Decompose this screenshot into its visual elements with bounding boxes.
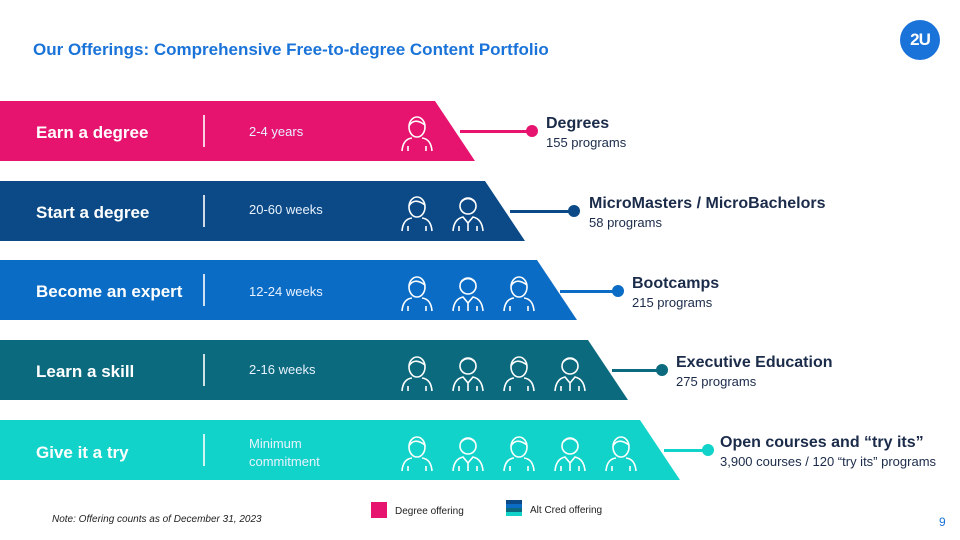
person-female-icon (401, 276, 433, 312)
band-duration: 12-24 weeks (249, 284, 323, 299)
band-label: Earn a degree (36, 123, 149, 142)
band-duration: 2-4 years (249, 124, 304, 139)
band-divider (203, 354, 205, 386)
person-male-icon (452, 277, 484, 312)
offering-count-bootcamps: 215 programs (632, 295, 713, 310)
person-male-icon (452, 437, 484, 472)
page-number: 9 (939, 515, 946, 529)
band-duration: 20-60 weeks (249, 202, 323, 217)
connector-dot (702, 444, 714, 456)
band-label: Become an expert (36, 282, 183, 301)
offering-title-degrees: Degrees (546, 115, 610, 132)
person-male-icon (554, 437, 586, 472)
offering-title-open-courses: Open courses and “try its” (720, 434, 924, 451)
band-label: Give it a try (36, 443, 129, 462)
person-female-icon (503, 356, 535, 392)
page-title: Our Offerings: Comprehensive Free-to-deg… (33, 40, 549, 59)
person-male-icon (452, 197, 484, 232)
band-label: Learn a skill (36, 362, 135, 381)
offering-title-executive-education: Executive Education (676, 354, 833, 371)
band-label: Start a degree (36, 203, 150, 222)
offering-count-micromasters: 58 programs (589, 215, 662, 230)
band-divider (203, 274, 205, 306)
person-male-icon (554, 357, 586, 392)
person-female-icon (503, 436, 535, 472)
person-female-icon (401, 196, 433, 232)
connector-line (560, 290, 622, 293)
offering-title-micromasters: MicroMasters / MicroBachelors (589, 195, 826, 212)
person-female-icon (605, 436, 637, 472)
connector-line (460, 130, 532, 133)
band-duration: Minimum commitment (249, 436, 320, 469)
person-male-icon (452, 357, 484, 392)
legend-label-degree: Degree offering (395, 506, 464, 517)
person-female-icon (503, 276, 535, 312)
person-female-icon (401, 436, 433, 472)
band-divider (203, 434, 205, 466)
connector-line (664, 449, 712, 452)
band-give-it-a-try: Give it a try Minimum commitment (0, 420, 680, 480)
footnote: Note: Offering counts as of December 31,… (52, 514, 262, 525)
band-start-a-degree: Start a degree 20-60 weeks (0, 181, 525, 241)
connector-dot (612, 285, 624, 297)
band-divider (203, 115, 205, 147)
brand-logo: 2U (900, 20, 940, 60)
person-female-icon (401, 116, 433, 152)
legend-label-alt-cred: Alt Cred offering (530, 505, 603, 516)
band-divider (203, 195, 205, 227)
connector-dot (526, 125, 538, 137)
band-learn-a-skill: Learn a skill 2-16 weeks (0, 340, 628, 400)
offering-title-bootcamps: Bootcamps (632, 275, 720, 292)
band-duration: 2-16 weeks (249, 362, 316, 377)
offering-count-executive-education: 275 programs (676, 374, 757, 389)
connector-dot (568, 205, 580, 217)
offering-count-open-courses: 3,900 courses / 120 “try its” programs (720, 454, 937, 469)
band-become-an-expert: Become an expert 12-24 weeks (0, 260, 577, 320)
offering-count-degrees: 155 programs (546, 135, 627, 150)
connector-dot (656, 364, 668, 376)
legend-swatch-degree (371, 502, 387, 518)
band-earn-a-degree: Earn a degree 2-4 years (0, 101, 475, 161)
person-female-icon (401, 356, 433, 392)
connector-line (612, 369, 666, 372)
legend-swatch-alt-cred (506, 500, 522, 516)
connector-line (510, 210, 578, 213)
